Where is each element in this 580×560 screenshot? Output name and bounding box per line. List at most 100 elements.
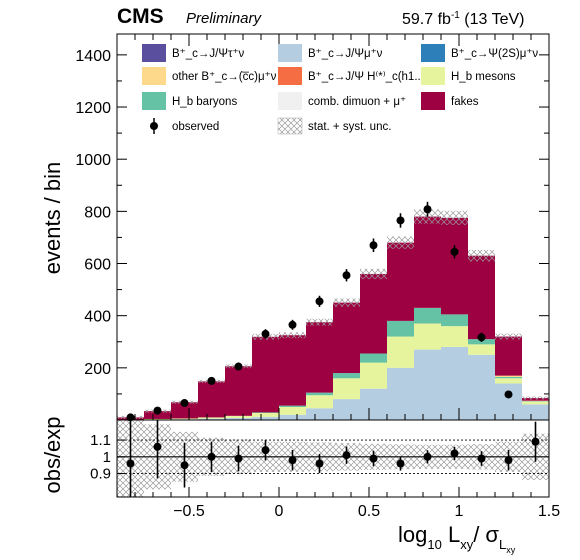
y-axis-label: events / bin	[40, 162, 65, 275]
bar-mu	[252, 416, 279, 420]
legend-swatch	[278, 92, 302, 110]
x-axis-label: log10 Lxy/ σLxy	[398, 522, 516, 555]
bar-fakes	[252, 336, 279, 413]
ratio-point	[315, 459, 324, 468]
obs-point	[234, 362, 243, 371]
bar-mu	[441, 346, 468, 420]
unc-bin	[468, 249, 495, 262]
obs-point	[396, 216, 405, 225]
bar-hb	[279, 406, 306, 415]
y-tick-label: 1400	[75, 48, 111, 65]
legend-swatch	[142, 92, 166, 110]
y-tick-label: 800	[84, 204, 111, 221]
legend-swatch	[277, 117, 303, 135]
bar-baryons	[414, 307, 441, 324]
obs-point	[315, 297, 324, 306]
bar-fakes	[441, 217, 468, 315]
bar-hb	[414, 323, 441, 350]
legend-swatch	[142, 67, 166, 85]
ratio-axis-label: obs/exp	[40, 416, 65, 493]
bar-fakes	[414, 216, 441, 308]
bar-mu	[495, 383, 522, 420]
bar-hb	[225, 415, 252, 418]
unc-bin	[333, 298, 360, 307]
bar-fakes	[468, 255, 495, 340]
ratio-point	[126, 459, 135, 468]
bar-mu	[387, 367, 414, 420]
bar-hb	[144, 418, 171, 420]
obs-point	[477, 333, 486, 342]
legend-swatch	[278, 67, 302, 85]
bar-hb	[360, 362, 387, 389]
bar-hb	[333, 378, 360, 400]
main-histogram	[117, 216, 549, 420]
ratio-tick-label: 0.9	[90, 466, 111, 483]
obs-point	[153, 406, 162, 415]
bar-hb	[468, 344, 495, 355]
ratio-point	[261, 446, 270, 455]
unc-bin	[360, 268, 387, 280]
legend-label-baryons: H_b baryons	[172, 96, 237, 108]
legend-swatch	[421, 44, 445, 62]
x-tick-label: 0	[275, 503, 284, 520]
observed-points	[126, 201, 513, 422]
obs-point	[342, 271, 351, 280]
bar-hb	[441, 326, 468, 347]
legend-label-unc: stat. + syst. unc.	[308, 121, 391, 133]
bar-mu	[279, 414, 306, 420]
y-tick-label: 600	[84, 257, 111, 274]
unc-bin	[522, 396, 549, 400]
y-tick-label: 400	[84, 309, 111, 326]
obs-point	[288, 320, 297, 329]
x-tick-label: 1.5	[538, 503, 560, 520]
bar-baryons	[495, 376, 522, 379]
lumi-label: 59.7 fb-1 (13 TeV)	[402, 10, 524, 28]
bar-mu	[414, 349, 441, 420]
obs-point	[207, 376, 216, 385]
y-tick-label: 200	[84, 361, 111, 378]
legend-label-fakes: fakes	[451, 96, 479, 108]
bar-fakes	[171, 402, 198, 419]
bar-fakes	[279, 335, 306, 406]
legend-label-psi2s: B⁺_c→Ψ(2S)μ⁺ν	[451, 48, 538, 60]
ratio-point	[396, 459, 405, 468]
bar-fakes	[333, 302, 360, 374]
legend-label-hb: H_b mesons	[451, 71, 516, 83]
bar-baryons	[360, 353, 387, 363]
bar-hb	[252, 412, 279, 417]
bar-mu	[198, 418, 225, 420]
legend-label-comb: comb. dimuon + μ⁺	[308, 96, 406, 108]
bar-ccbar	[522, 400, 549, 402]
bar-fakes	[225, 366, 252, 416]
obs-point	[261, 329, 270, 338]
bar-fakes	[306, 322, 333, 393]
obs-point	[450, 247, 459, 256]
bar-fakes	[360, 273, 387, 354]
ratio-tick-label: 1.1	[90, 432, 111, 449]
x-tick-label: 0.5	[358, 503, 380, 520]
bar-hb	[198, 417, 225, 419]
legend-swatch	[142, 44, 166, 62]
legend-swatch	[421, 92, 445, 110]
obs-point	[126, 413, 135, 422]
ratio-point	[153, 442, 162, 451]
unc-bin	[279, 332, 306, 339]
bar-baryons	[279, 405, 306, 407]
bar-mu	[333, 399, 360, 420]
ratio-point	[423, 452, 432, 461]
bar-fakes	[144, 411, 171, 419]
bar-baryons	[333, 373, 360, 379]
bar-hb	[387, 336, 414, 368]
unc-bin	[387, 236, 414, 249]
cms-label: CMS	[117, 5, 164, 28]
bar-hb	[495, 378, 522, 384]
ratio-point	[450, 449, 459, 458]
bar-ccbar	[495, 375, 522, 377]
bar-hb	[171, 418, 198, 420]
legend-swatch	[278, 44, 302, 62]
bar-hb	[522, 401, 549, 405]
bar-hb	[306, 395, 333, 409]
bar-fakes	[198, 381, 225, 418]
